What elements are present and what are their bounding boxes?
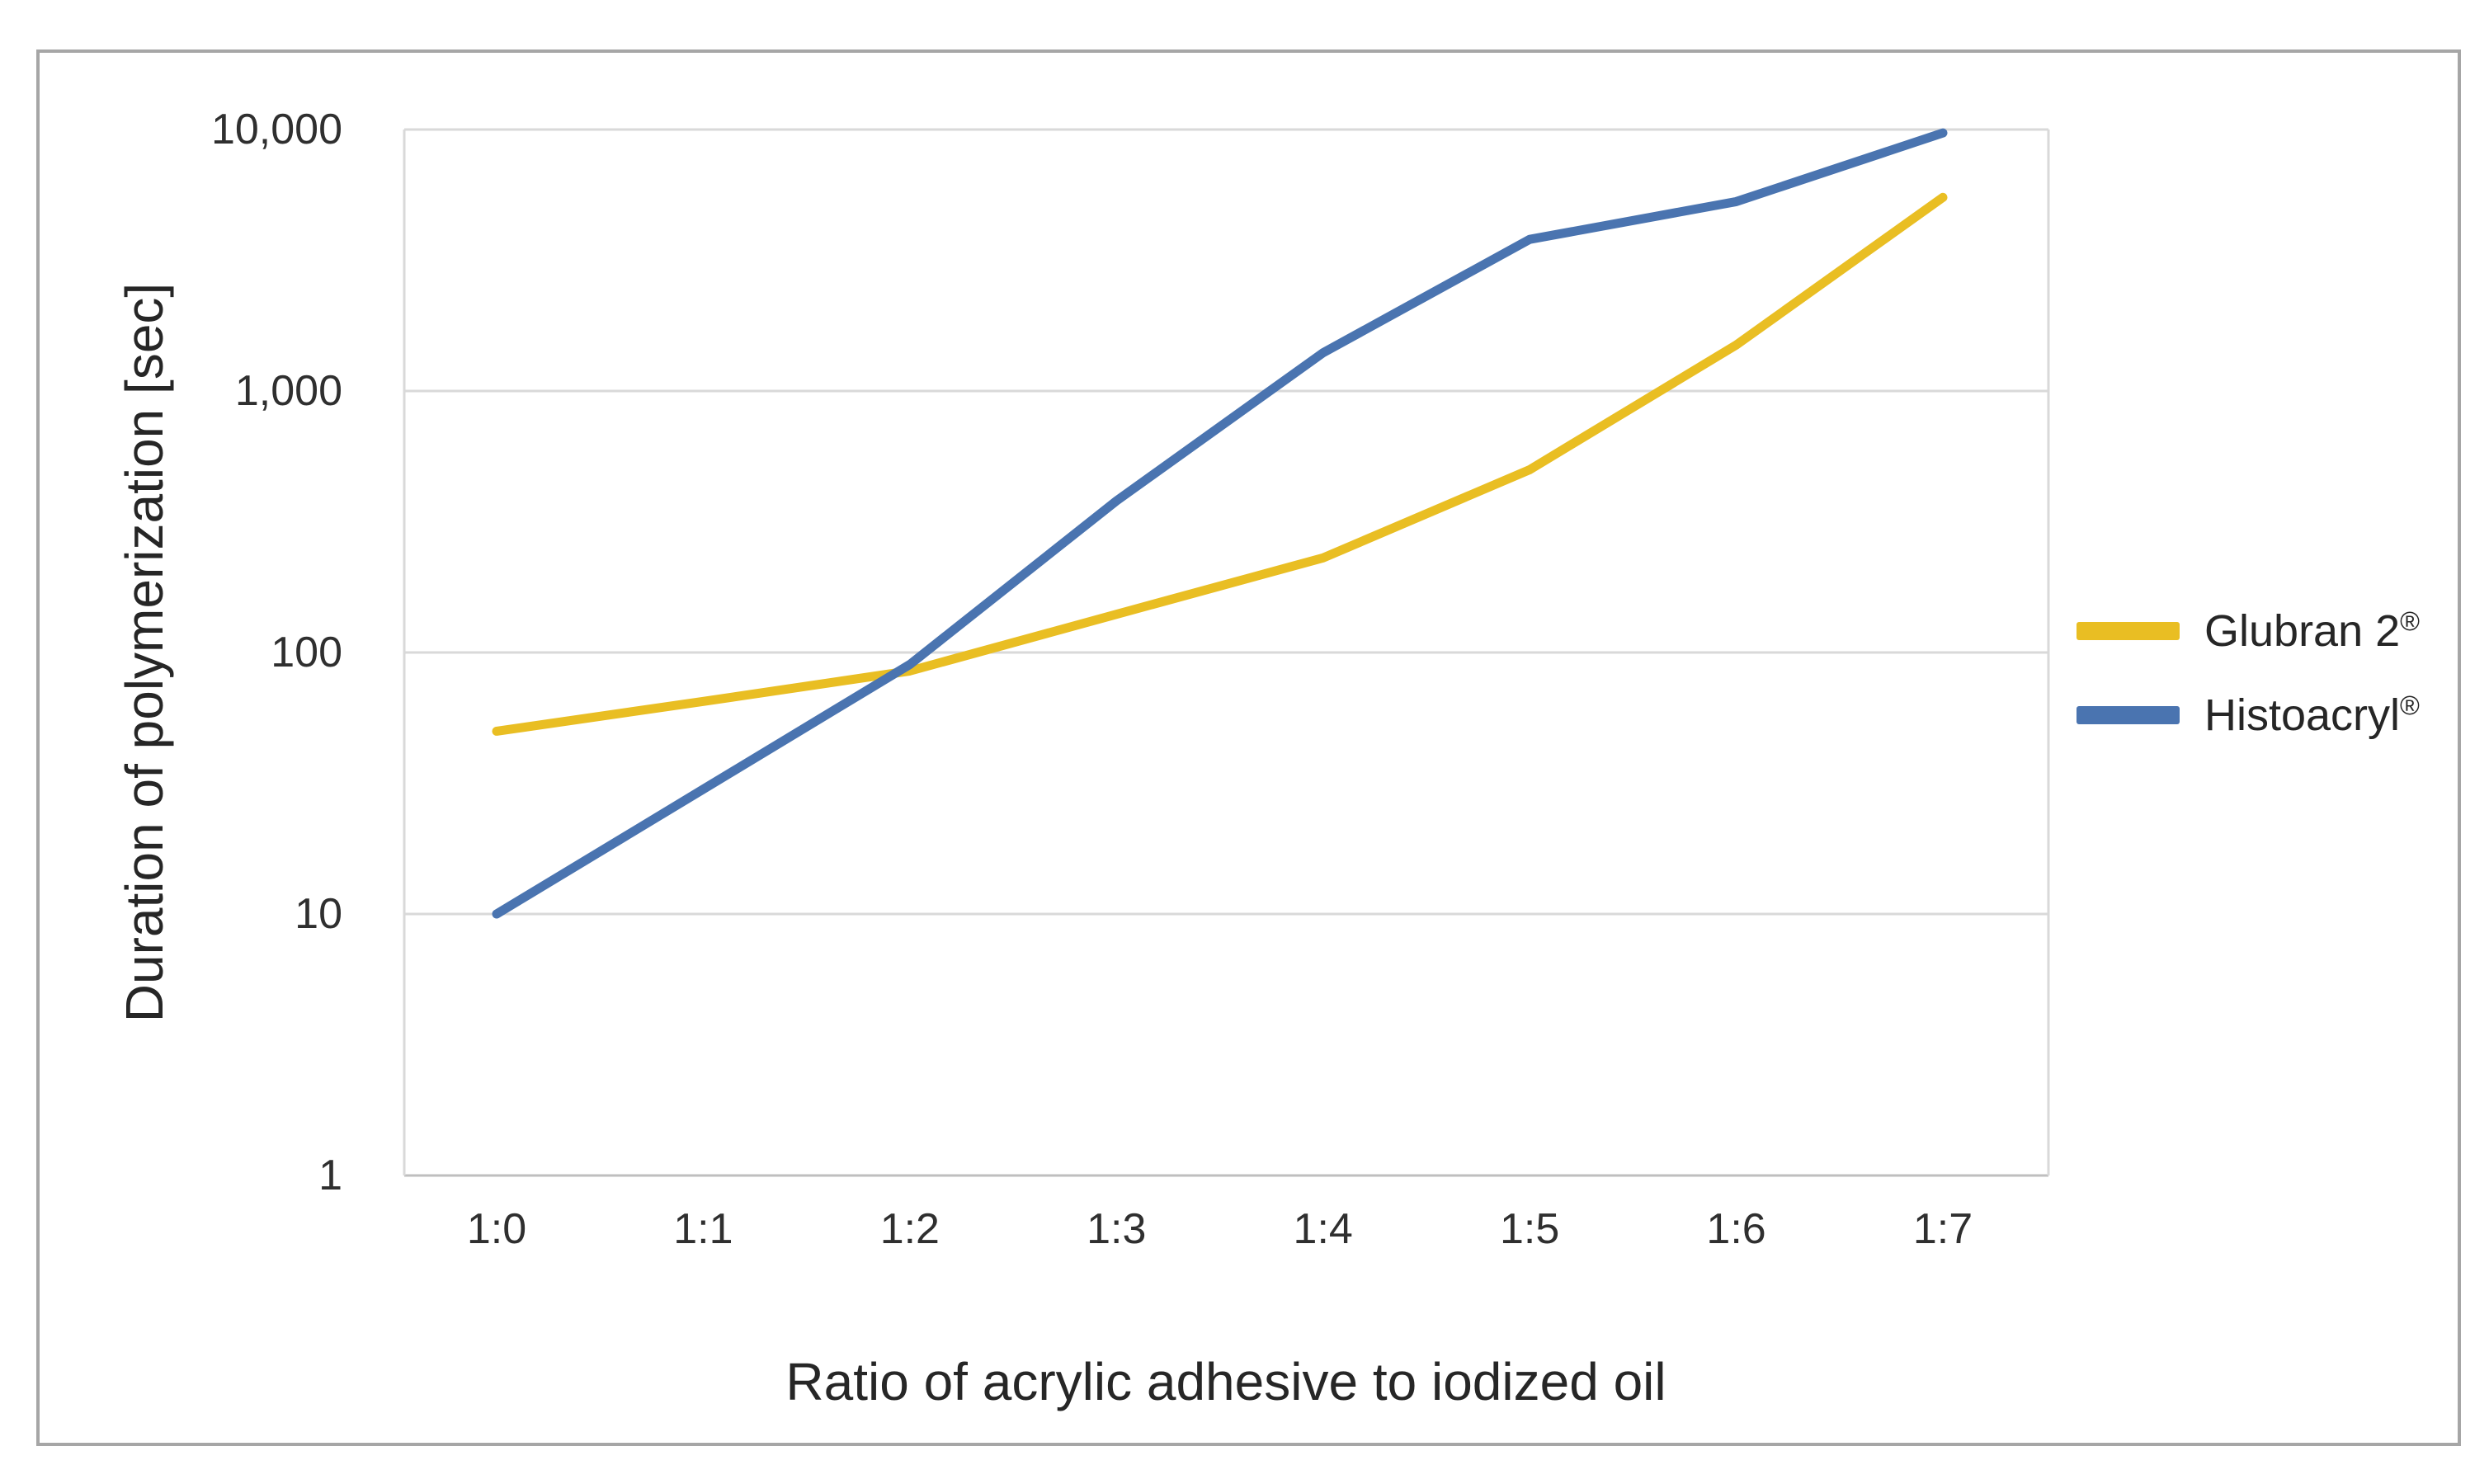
legend-text: Histoacryl — [2204, 690, 2401, 740]
y-tick-label: 1 — [318, 1152, 342, 1199]
x-tick-label: 1:1 — [673, 1205, 733, 1253]
x-tick-label: 1:3 — [1087, 1205, 1147, 1253]
legend-label-glubran: Glubran 2® — [2204, 605, 2420, 657]
y-axis-title: Duration of polymerization [sec] — [115, 282, 174, 1023]
registered-mark: ® — [2400, 690, 2420, 720]
series-line-histoacryl- — [492, 128, 1948, 919]
y-tick-label: 1,000 — [234, 367, 342, 415]
series-lines — [492, 128, 1948, 919]
x-tick-label: 1:5 — [1499, 1205, 1560, 1253]
figure-border — [36, 49, 2461, 1446]
y-tick-label: 10,000 — [210, 106, 342, 153]
x-tick-label: 1:4 — [1293, 1205, 1353, 1253]
x-tick-label: 1:7 — [1912, 1205, 1973, 1253]
legend-label-histoacryl: Histoacryl® — [2204, 690, 2420, 741]
gridlines — [403, 128, 2050, 1177]
legend-item-glubran: Glubran 2® — [2077, 606, 2420, 656]
x-axis-title: Ratio of acrylic adhesive to iodized oil — [785, 1352, 1666, 1411]
x-tick-label: 1:2 — [879, 1205, 940, 1253]
y-tick-label: 100 — [271, 629, 342, 676]
legend-text: Glubran 2 — [2204, 606, 2401, 656]
x-tick-label: 1:6 — [1706, 1205, 1766, 1253]
legend-swatch-glubran — [2077, 622, 2180, 640]
series-line-glubran-2- — [492, 192, 1948, 736]
registered-mark: ® — [2400, 606, 2421, 636]
legend-swatch-histoacryl — [2077, 706, 2180, 724]
legend: Glubran 2® Histoacryl® — [2077, 606, 2420, 775]
legend-item-histoacryl: Histoacryl® — [2077, 690, 2420, 740]
y-tick-label: 10 — [295, 890, 342, 938]
x-tick-label: 1:0 — [466, 1205, 527, 1253]
